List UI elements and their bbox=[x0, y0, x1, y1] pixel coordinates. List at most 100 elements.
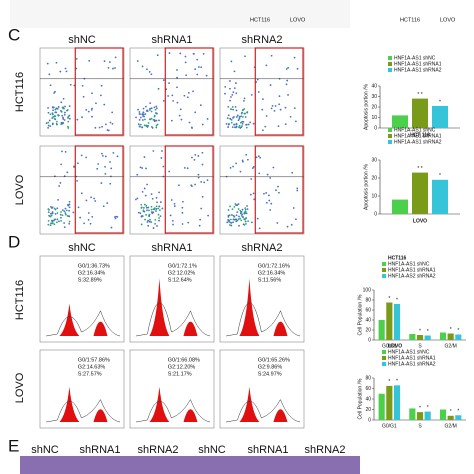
x-tick-label: S bbox=[418, 423, 422, 429]
flow-dot bbox=[224, 92, 226, 95]
flow-dot bbox=[235, 92, 238, 95]
flow-dot bbox=[176, 76, 178, 79]
flow-dot bbox=[54, 111, 57, 114]
apoptosis-gate bbox=[254, 145, 304, 234]
flow-dot bbox=[116, 155, 119, 158]
g2-peak bbox=[273, 321, 288, 336]
flow-dot bbox=[94, 200, 97, 202]
flow-dot bbox=[176, 86, 178, 89]
flow-dot bbox=[176, 69, 178, 71]
flow-dot bbox=[146, 68, 148, 71]
bar bbox=[424, 335, 431, 340]
flow-dot bbox=[90, 196, 93, 199]
flow-dot bbox=[104, 165, 107, 168]
y-tick-label: 80 bbox=[365, 297, 371, 303]
flow-dot bbox=[149, 118, 151, 121]
flow-dot bbox=[200, 66, 203, 69]
flow-dot bbox=[106, 129, 109, 131]
flow-dot bbox=[185, 74, 188, 77]
flow-dot bbox=[275, 189, 277, 192]
flow-dot bbox=[64, 213, 67, 216]
bar bbox=[439, 332, 447, 340]
flow-dot bbox=[265, 115, 268, 117]
flow-dot bbox=[53, 115, 56, 117]
flow-dot bbox=[240, 219, 243, 222]
flow-dot bbox=[47, 211, 50, 214]
histogram-frame bbox=[129, 349, 215, 429]
flow-dot bbox=[150, 221, 153, 223]
flow-dot bbox=[156, 54, 159, 57]
y-tick-label: 40 bbox=[371, 83, 377, 89]
flow-dot bbox=[294, 120, 297, 123]
x-tick-label: G0/G1 bbox=[382, 343, 397, 349]
y-tick-label: 30 bbox=[371, 157, 377, 163]
flow-dot bbox=[81, 84, 84, 87]
x-axis-label: HCT 116 bbox=[410, 132, 430, 138]
flow-dot bbox=[235, 116, 238, 118]
flow-dot bbox=[196, 58, 199, 61]
flow-dot bbox=[100, 84, 103, 87]
flow-dot bbox=[52, 113, 54, 116]
flow-dot bbox=[237, 203, 240, 205]
flow-dot bbox=[237, 126, 240, 129]
flow-dot bbox=[85, 156, 88, 159]
legend-label: HNF1A-AS1 shRNA1 bbox=[394, 61, 442, 67]
flow-dot bbox=[49, 125, 52, 128]
flow-dot bbox=[230, 119, 233, 121]
flow-dot bbox=[287, 66, 289, 69]
flow-dot bbox=[250, 178, 253, 180]
flow-dot bbox=[271, 105, 274, 107]
apoptosis-gate bbox=[74, 47, 124, 136]
histogram-frame bbox=[39, 255, 125, 343]
flow-dot bbox=[155, 196, 158, 199]
flow-dot bbox=[194, 154, 197, 156]
flow-dot bbox=[249, 121, 251, 124]
flow-dot bbox=[196, 73, 199, 76]
column-label: shNC bbox=[31, 444, 59, 456]
significance-marker: * bbox=[457, 409, 459, 415]
flow-dot bbox=[269, 177, 272, 179]
legend-label: HNF1A-AS1 shRNA1 bbox=[394, 133, 442, 139]
flow-dot bbox=[144, 194, 147, 197]
x-tick-label: S bbox=[418, 343, 422, 349]
flow-dot bbox=[56, 120, 58, 123]
flow-dot bbox=[230, 218, 232, 221]
flow-dot bbox=[250, 93, 253, 96]
g2-peak bbox=[183, 409, 198, 422]
legend-swatch bbox=[388, 128, 392, 132]
legend-label: HNF1A-AS1 shRNA2 bbox=[394, 139, 442, 145]
flow-dot bbox=[238, 215, 240, 218]
flow-dot bbox=[239, 212, 242, 215]
flow-dot bbox=[146, 221, 149, 223]
flow-dot bbox=[106, 202, 109, 204]
flow-dot bbox=[109, 182, 112, 185]
flow-dot bbox=[232, 108, 234, 111]
flow-dot bbox=[58, 185, 61, 187]
y-tick-label: 60 bbox=[365, 307, 371, 313]
flow-dot bbox=[153, 207, 156, 210]
flow-dot bbox=[265, 64, 268, 67]
flow-dot bbox=[296, 187, 299, 190]
y-axis-label: Cell Population /% bbox=[357, 378, 363, 419]
flow-dot bbox=[64, 207, 67, 210]
flow-dot bbox=[169, 214, 172, 217]
flow-dot bbox=[258, 172, 261, 175]
flow-dot bbox=[289, 115, 292, 118]
column-label: shRNA2 bbox=[242, 34, 283, 46]
flow-dot bbox=[66, 215, 69, 217]
flow-dot bbox=[67, 120, 70, 123]
flow-dot bbox=[238, 115, 241, 118]
flow-dot bbox=[63, 222, 66, 224]
flow-dot bbox=[233, 87, 236, 90]
flow-dot bbox=[238, 224, 240, 227]
flow-dot bbox=[102, 205, 105, 208]
column-label: shRNA1 bbox=[248, 444, 289, 456]
flow-dot bbox=[157, 213, 160, 216]
legend-label: HNF1A-AS1 shNC bbox=[394, 127, 436, 133]
phase-percent: G2:16.34% bbox=[78, 270, 106, 276]
flow-dot bbox=[168, 52, 171, 54]
flow-dot bbox=[234, 126, 236, 129]
flow-dot bbox=[68, 222, 71, 225]
column-label: shRNA1 bbox=[80, 444, 121, 456]
flow-dot bbox=[203, 181, 206, 184]
